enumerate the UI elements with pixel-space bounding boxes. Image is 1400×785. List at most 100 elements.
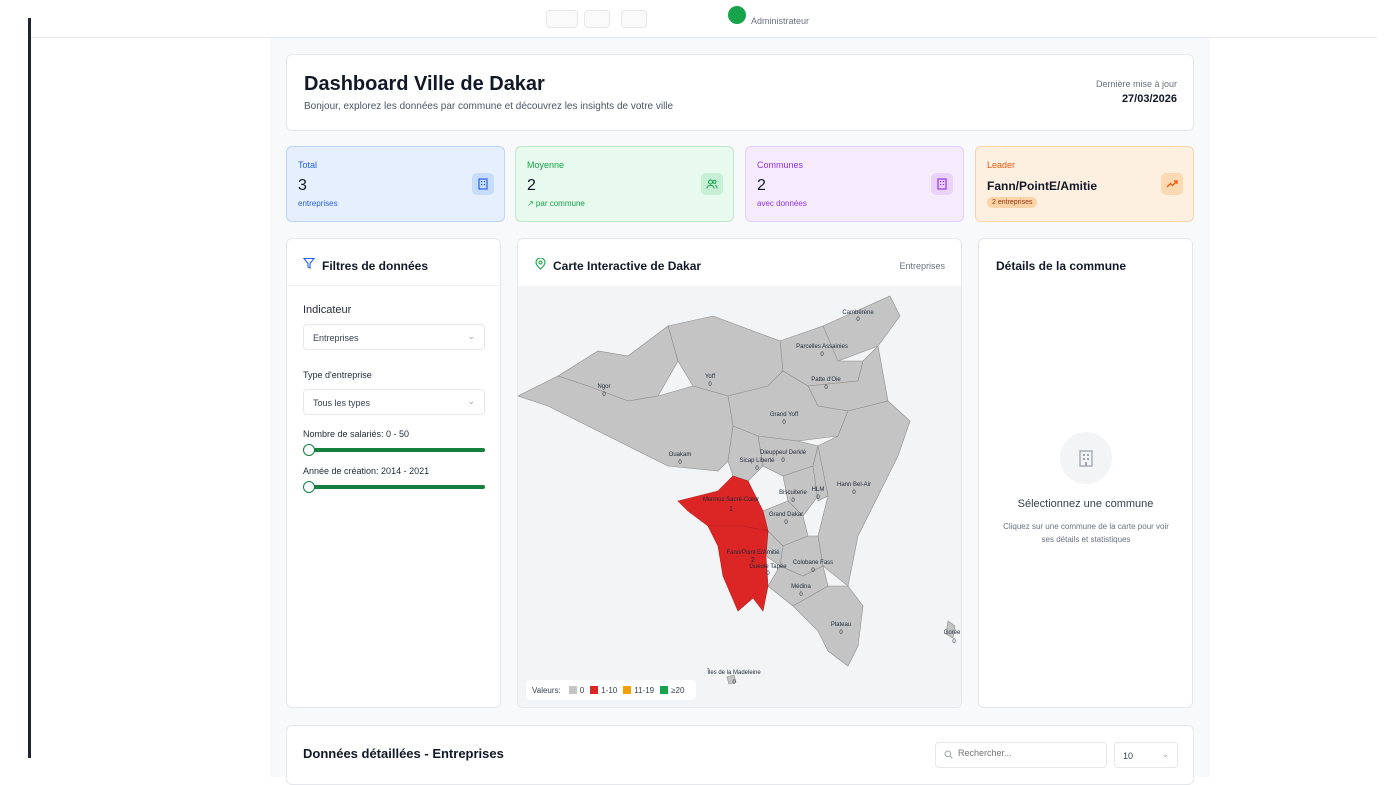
building-icon	[931, 173, 953, 195]
stat-value: 2	[527, 177, 536, 194]
building-icon	[1060, 432, 1112, 484]
details-empty-title: Sélectionnez une commune	[1017, 498, 1154, 510]
details-empty-hint: Cliquez sur une commune de la carte pour…	[1003, 522, 1169, 544]
type-select[interactable]: Tous les types ⌄	[303, 389, 485, 415]
trending-up-icon	[1161, 173, 1183, 195]
commune-value: 0	[820, 352, 824, 358]
filter-icon	[302, 257, 316, 272]
commune-label: Plateau	[831, 622, 851, 628]
table-title: Données détaillées - Entreprises	[303, 746, 504, 761]
commune-label: Ouakam	[669, 452, 692, 458]
commune-value: 0	[782, 420, 786, 426]
commune-value: 1	[729, 506, 733, 513]
commune-mermoz-sacre-coeur[interactable]	[677, 475, 769, 532]
commune-label: Biscuiterie	[779, 490, 807, 496]
map-canvas[interactable]: Cambérène 0 Parcelles Assainies 0 Patte …	[518, 286, 961, 707]
commune-value: 0	[799, 592, 803, 598]
top-bar: Administrateur	[31, 0, 1377, 38]
indicator-label: Indicateur	[303, 304, 352, 316]
slider-thumb[interactable]	[303, 444, 315, 456]
legend-swatch	[623, 686, 632, 694]
commune-label: Grand Dakar	[769, 512, 803, 518]
legend-label: 1-10	[601, 685, 618, 695]
commune-biscuiterie[interactable]	[782, 465, 819, 517]
last-update-label: Dernière mise à jour	[1095, 79, 1177, 89]
commune-value: 0	[732, 680, 736, 686]
avatar[interactable]	[728, 6, 746, 24]
stat-label: Total	[298, 160, 318, 170]
commune-label: Gueule Tapée	[749, 564, 787, 570]
stat-value: 2	[757, 177, 766, 194]
legend-title: Valeurs:	[532, 685, 561, 695]
commune-iles-madeleine[interactable]	[726, 674, 737, 685]
legend-item: 0	[568, 686, 584, 695]
stat-label: Communes	[757, 160, 804, 170]
stat-card-communes: Communes 2 avec données	[745, 146, 964, 222]
map-panel: Carte Interactive de Dakar Entreprises	[517, 238, 962, 708]
stat-card-average: Moyenne 2 ↗ par commune	[515, 146, 734, 222]
toolbar-button[interactable]	[584, 10, 610, 28]
legend-item: 1-10	[590, 686, 617, 695]
search-input[interactable]	[958, 748, 1098, 758]
details-title: Détails de la commune	[996, 259, 1127, 273]
commune-details-panel: Détails de la commune Sélectionnez une c…	[978, 238, 1193, 708]
commune-fann-point-e-amitie[interactable]	[707, 525, 769, 612]
commune-label: Parcelles Assainies	[796, 344, 848, 350]
dakar-map[interactable]: Cambérène 0 Parcelles Assainies 0 Patte …	[518, 286, 961, 707]
toolbar-button[interactable]	[621, 10, 647, 28]
right-margin	[1377, 0, 1400, 777]
page-size-select[interactable]: 10 ⌄	[1114, 742, 1178, 768]
search-box[interactable]	[935, 742, 1107, 768]
page-title: Dashboard Ville de Dakar	[304, 73, 545, 95]
legend-item: 11-19	[623, 686, 654, 695]
commune-value: 0	[678, 460, 682, 466]
toolbar-button[interactable]	[546, 10, 578, 28]
employees-slider[interactable]	[303, 444, 485, 456]
user-role: Administrateur	[751, 16, 810, 26]
type-value: Tous les types	[313, 398, 371, 408]
commune-label: Colobane Fass	[793, 560, 833, 566]
commune-value: 0	[856, 317, 860, 323]
map-legend: Valeurs: 0 1-10 11-19 ≥20	[526, 680, 697, 700]
leader-badge: 2 entreprises	[987, 197, 1038, 208]
commune-yoff[interactable]	[667, 315, 784, 397]
legend-item: ≥20	[660, 686, 684, 695]
page-header: Dashboard Ville de Dakar Bonjour, explor…	[286, 54, 1194, 131]
commune-value: 0	[824, 385, 828, 391]
commune-value: 0	[839, 630, 843, 636]
commune-plateau[interactable]	[792, 585, 864, 667]
chevron-down-icon: ⌄	[1161, 749, 1169, 759]
commune-value: 0	[766, 571, 770, 577]
commune-hlm[interactable]	[812, 445, 829, 502]
employees-label: Nombre de salariés: 0 - 50	[303, 429, 410, 439]
stat-sub: entreprises	[298, 199, 338, 208]
sidebar-edge	[28, 18, 31, 758]
commune-label: Cambérène	[842, 310, 874, 316]
slider-thumb[interactable]	[303, 481, 315, 493]
last-update-date: 27/03/2026	[1121, 93, 1177, 105]
commune-value: 0	[791, 498, 795, 504]
commune-value: 0	[952, 639, 956, 645]
stat-card-leader: Leader Fann/PointE/Amitie 2 entreprises	[975, 146, 1194, 222]
page-size-value: 10	[1123, 751, 1134, 761]
commune-label: Yoff	[705, 374, 715, 380]
commune-label: Îles de la Madeleine	[706, 669, 761, 676]
commune-goree[interactable]	[945, 620, 956, 639]
stat-sub: avec données	[757, 199, 807, 208]
stat-card-total: Total 3 entreprises	[286, 146, 505, 222]
commune-value: 2	[751, 557, 755, 564]
commune-label: Dieuppeul Derklé	[760, 450, 807, 456]
commune-label: Patte d'Oie	[811, 377, 841, 383]
chevron-down-icon: ⌄	[467, 331, 475, 341]
commune-label: HLM	[812, 487, 825, 493]
commune-value: 0	[602, 392, 606, 398]
commune-label: Gorée	[944, 630, 961, 636]
data-table-panel: Données détaillées - Entreprises 10 ⌄	[286, 725, 1194, 785]
search-icon	[944, 750, 953, 761]
indicator-select[interactable]: Entreprises ⌄	[303, 324, 485, 350]
chevron-down-icon: ⌄	[467, 396, 475, 406]
year-slider[interactable]	[303, 481, 485, 493]
users-icon	[701, 173, 723, 195]
indicator-value: Entreprises	[313, 333, 359, 343]
